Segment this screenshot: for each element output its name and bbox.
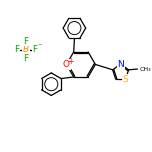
Text: F: F	[23, 54, 29, 63]
Text: CH₃: CH₃	[140, 67, 152, 72]
Text: F: F	[14, 45, 20, 55]
Text: ⁻: ⁻	[37, 41, 41, 50]
Text: F: F	[23, 36, 29, 46]
Text: +: +	[67, 57, 74, 66]
Text: B: B	[23, 45, 29, 55]
Text: N: N	[117, 60, 124, 69]
Text: O: O	[63, 60, 70, 69]
Text: F: F	[32, 45, 38, 55]
Text: S: S	[123, 75, 128, 84]
